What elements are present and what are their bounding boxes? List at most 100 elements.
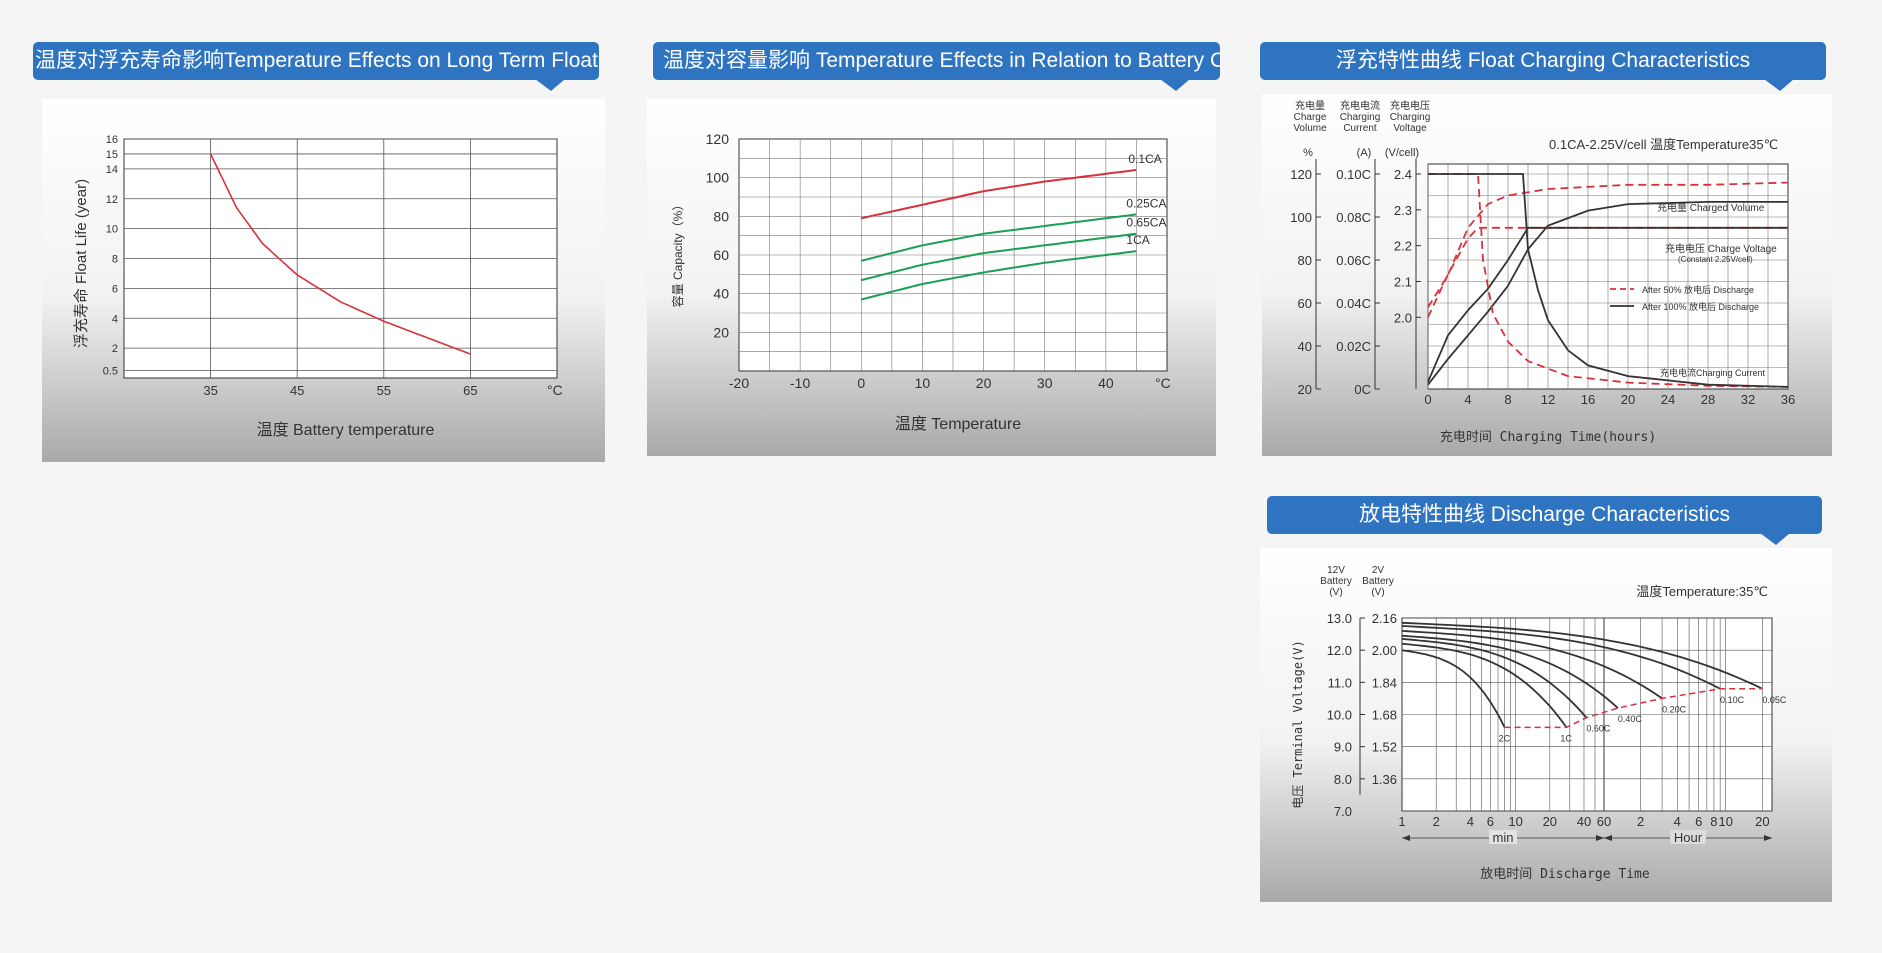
float-charging-svg: 0 4 8 12 16 20 24 28 32 36 充电时间 Charging Time(hour… — [1290, 99, 1795, 445]
x-axis-label: 放电时间 Discharge Time — [1480, 867, 1650, 882]
axis-title-line: (V) — [1371, 587, 1384, 598]
x-tick-label-hour: 6 — [1695, 814, 1702, 829]
curve-rate-label: 0.20C — [1662, 704, 1687, 714]
y-axis-label: 电压 Terminal Voltage(V) — [1291, 640, 1305, 809]
x-tick-label-min: 60 — [1597, 814, 1611, 829]
y-tick-label-12v: 11.0 — [1328, 675, 1352, 690]
axis-title-line: Charge — [1294, 112, 1327, 123]
y-tick-label-12v: 13.0 — [1327, 611, 1352, 626]
y-tick-label: 0.08C — [1336, 210, 1371, 225]
axis-title-line: Voltage — [1393, 123, 1427, 134]
discharge-title: 放电特性曲线 Discharge Characteristics — [1267, 496, 1822, 534]
float-charging-series-line — [1427, 226, 1788, 383]
hour-label-bg — [1670, 830, 1706, 844]
axis-title-line: Battery — [1320, 576, 1352, 587]
y-axis-label: 容量 Capacity（%） — [670, 199, 685, 308]
x-tick-label-min: 2 — [1433, 814, 1440, 829]
x-tick-label: 20 — [976, 375, 992, 391]
x-tick-label-min: 4 — [1467, 814, 1474, 829]
x-tick-label-hour: 2 — [1637, 814, 1644, 829]
series-label: 0.25CA — [1126, 196, 1166, 210]
y-tick-label: 4 — [112, 313, 118, 325]
curve-rate-label: 0.60C — [1586, 724, 1611, 734]
axis-title-line: Volume — [1293, 123, 1327, 134]
curve-rate-label: 0.05C — [1762, 695, 1787, 705]
y-tick-label: 0.10C — [1336, 167, 1371, 182]
curve-rate-label: 1C — [1560, 733, 1572, 743]
curve-label-charge-voltage: 充电电压 Charge Voltage — [1665, 242, 1777, 255]
x-tick-label: 36 — [1781, 392, 1795, 407]
float-charging-chart: 0 4 8 12 16 20 24 28 32 36 充电时间 Charging Time(hour… — [1262, 94, 1832, 456]
x-axis-label: 温度 Battery temperature — [257, 421, 435, 439]
y-tick-label: 2 — [112, 343, 118, 355]
x-tick-label: 45 — [290, 383, 304, 398]
y-tick-label: 2.1 — [1394, 275, 1412, 290]
y-tick-label: 0C — [1354, 382, 1371, 397]
y-tick-label: 40 — [713, 286, 729, 302]
axis-title-line: 12V — [1327, 565, 1345, 576]
x-tick-label: 0 — [857, 375, 865, 391]
axis-title-line: 充电量 — [1295, 99, 1325, 112]
x-tick-label: 65 — [463, 383, 477, 398]
capacity-series-line — [861, 250, 1137, 301]
float-charging-series-line — [1428, 173, 1789, 388]
y-tick-label-12v: 7.0 — [1334, 804, 1352, 819]
discharge-curve — [1401, 630, 1663, 700]
float-charging-series-line — [1428, 173, 1789, 388]
series-label: 1CA — [1126, 233, 1149, 247]
x-tick-label: 32 — [1741, 392, 1755, 407]
capacity-series-line — [861, 213, 1137, 262]
float-charging-series-line — [1427, 226, 1788, 318]
y-tick-label: 120 — [706, 131, 730, 147]
legend-label: After 50% 放电后 Discharge — [1642, 284, 1754, 295]
capacity-title: 温度对容量影响 Temperature Effects in Relation … — [653, 42, 1220, 80]
x-tick-label: -10 — [790, 375, 810, 391]
legend-label: After 100% 放电后 Discharge — [1642, 301, 1759, 312]
discharge-curve — [1401, 621, 1763, 690]
y-tick-label: 100 — [706, 170, 730, 186]
x-unit-hour: Hour — [1674, 830, 1703, 845]
series-label: 0.65CA — [1126, 216, 1166, 230]
x-tick-label: 35 — [203, 383, 217, 398]
capacity-chart: 20 40 60 80 100 120 -20 -10 0 10 20 30 40 °C 温度 Temper… — [647, 99, 1216, 456]
y-tick-label: 2.3 — [1394, 203, 1412, 218]
y-tick-label: 0.02C — [1336, 339, 1371, 354]
float-life-title-tail — [535, 79, 565, 91]
y-tick-label: 20 — [713, 324, 729, 340]
x-tick-label-min: 20 — [1543, 814, 1557, 829]
y-tick-label-12v: 10.0 — [1327, 708, 1352, 723]
axis-title-line: 充电电流 — [1340, 99, 1380, 112]
x-tick-label-min: 40 — [1577, 814, 1591, 829]
y-tick-label: 8 — [112, 254, 118, 266]
x-tick-label-min: 10 — [1508, 814, 1522, 829]
x-unit: °C — [1155, 375, 1171, 391]
y-tick-label: 80 — [713, 208, 729, 224]
x-tick-label: 16 — [1581, 392, 1595, 407]
x-unit-min: min — [1493, 830, 1514, 845]
y-tick-label: 60 — [1298, 296, 1312, 311]
y-tick-label-12v: 9.0 — [1334, 740, 1352, 755]
x-axis-label: 充电时间 Charging Time(hours) — [1440, 429, 1656, 445]
float-life-title: 温度对浮充寿命影响Temperature Effects on Long Ter… — [33, 42, 599, 80]
x-tick-label-hour: 10 — [1718, 814, 1732, 829]
axis-title-line: Charging — [1390, 112, 1431, 123]
axis-unit: % — [1303, 147, 1313, 159]
x-tick-label: 0 — [1424, 392, 1431, 407]
float-charging-title-tail — [1764, 79, 1794, 91]
y-tick-label: 120 — [1290, 167, 1312, 182]
x-tick-label: 8 — [1504, 392, 1511, 407]
x-tick-label-min: 6 — [1487, 814, 1494, 829]
x-tick-label-hour: 8 — [1710, 814, 1717, 829]
y-tick-label: 10 — [106, 224, 118, 236]
discharge-curve — [1401, 638, 1588, 719]
series-label: 0.1CA — [1128, 152, 1161, 166]
axis-title-line: (V) — [1329, 587, 1342, 598]
min-label-bg — [1489, 830, 1517, 844]
axis-unit: (V/cell) — [1385, 147, 1419, 159]
y-tick-label: 2.0 — [1394, 310, 1412, 325]
discharge-chart: 12V Battery (V) 2V Battery (V) 温度Temperature:3… — [1260, 548, 1832, 902]
y-tick-label: 0.06C — [1336, 253, 1371, 268]
capacity-series-line — [861, 168, 1137, 220]
y-tick-label: 20 — [1298, 382, 1312, 397]
